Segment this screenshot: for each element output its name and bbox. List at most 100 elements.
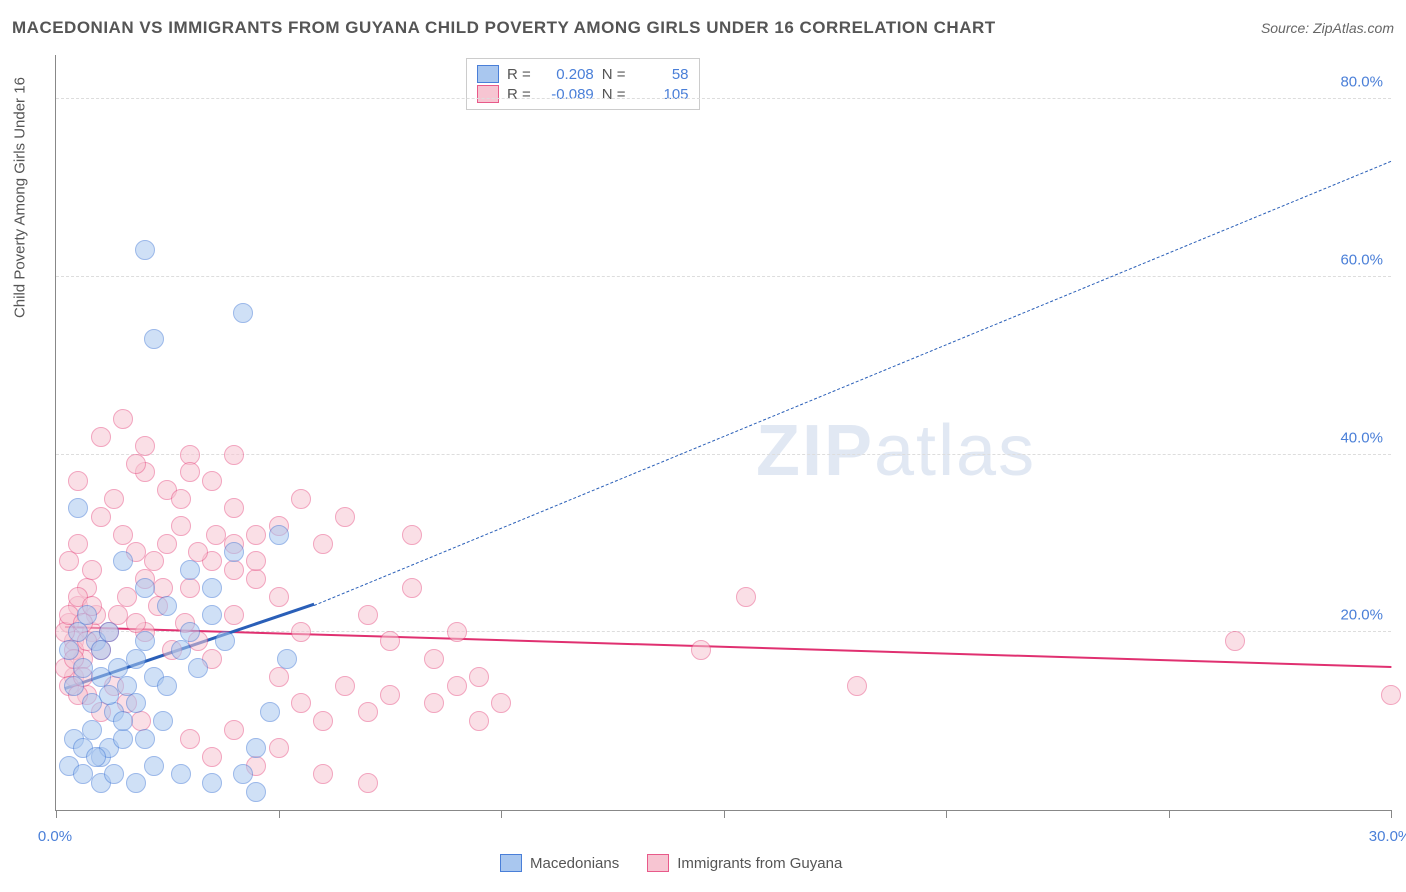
data-point: [335, 507, 355, 527]
data-point: [847, 676, 867, 696]
data-point: [206, 525, 226, 545]
r-label: R =: [507, 66, 531, 83]
data-point: [113, 525, 133, 545]
swatch-blue-2: [500, 854, 522, 872]
data-point: [171, 764, 191, 784]
stats-row-pink: R = -0.089 N = 105: [477, 85, 689, 103]
x-tick-label: 30.0%: [1369, 828, 1406, 845]
stats-row-blue: R = 0.208 N = 58: [477, 65, 689, 83]
data-point: [313, 711, 333, 731]
data-point: [691, 640, 711, 660]
data-point: [59, 640, 79, 660]
n-label-2: N =: [602, 86, 626, 103]
data-point: [291, 622, 311, 642]
data-point: [153, 578, 173, 598]
data-point: [491, 693, 511, 713]
data-point: [157, 534, 177, 554]
trend-line: [314, 161, 1391, 606]
data-point: [246, 782, 266, 802]
data-point: [144, 551, 164, 571]
data-point: [424, 649, 444, 669]
data-point: [144, 329, 164, 349]
data-point: [358, 773, 378, 793]
data-point: [104, 489, 124, 509]
legend-item-blue: Macedonians: [500, 854, 619, 872]
grid-line: [56, 98, 1391, 99]
plot-area: ZIPatlas R = 0.208 N = 58 R = -0.089 N =…: [55, 55, 1391, 811]
data-point: [269, 587, 289, 607]
data-point: [86, 747, 106, 767]
bottom-legend: Macedonians Immigrants from Guyana: [500, 854, 842, 872]
data-point: [291, 489, 311, 509]
data-point: [469, 711, 489, 731]
data-point: [91, 427, 111, 447]
watermark: ZIPatlas: [756, 410, 1036, 492]
y-axis-title: Child Poverty Among Girls Under 16: [12, 77, 29, 318]
data-point: [82, 560, 102, 580]
x-tick: [1391, 810, 1392, 818]
data-point: [736, 587, 756, 607]
x-tick-label: 0.0%: [38, 828, 72, 845]
data-point: [224, 498, 244, 518]
chart-title: MACEDONIAN VS IMMIGRANTS FROM GUYANA CHI…: [12, 18, 996, 38]
data-point: [246, 569, 266, 589]
data-point: [171, 489, 191, 509]
data-point: [380, 631, 400, 651]
data-point: [68, 471, 88, 491]
r-label-2: R =: [507, 86, 531, 103]
data-point: [113, 711, 133, 731]
n-label: N =: [602, 66, 626, 83]
y-tick-label: 60.0%: [1340, 252, 1383, 269]
data-point: [202, 471, 222, 491]
stats-legend: R = 0.208 N = 58 R = -0.089 N = 105: [466, 58, 700, 110]
data-point: [99, 685, 119, 705]
data-point: [224, 542, 244, 562]
data-point: [224, 605, 244, 625]
data-point: [260, 702, 280, 722]
legend-item-pink: Immigrants from Guyana: [647, 854, 842, 872]
data-point: [313, 534, 333, 554]
data-point: [171, 640, 191, 660]
data-point: [469, 667, 489, 687]
data-point: [1381, 685, 1401, 705]
data-point: [153, 711, 173, 731]
data-point: [233, 303, 253, 323]
swatch-pink: [477, 85, 499, 103]
legend-label-blue: Macedonians: [530, 855, 619, 872]
data-point: [135, 631, 155, 651]
data-point: [180, 729, 200, 749]
watermark-bold: ZIP: [756, 411, 874, 491]
y-tick-label: 20.0%: [1340, 607, 1383, 624]
data-point: [447, 676, 467, 696]
data-point: [180, 560, 200, 580]
data-point: [246, 551, 266, 571]
data-point: [291, 693, 311, 713]
data-point: [215, 631, 235, 651]
data-point: [135, 578, 155, 598]
watermark-light: atlas: [874, 411, 1036, 491]
data-point: [269, 738, 289, 758]
data-point: [402, 525, 422, 545]
data-point: [171, 516, 191, 536]
data-point: [224, 720, 244, 740]
x-tick: [724, 810, 725, 818]
data-point: [113, 729, 133, 749]
chart-container: MACEDONIAN VS IMMIGRANTS FROM GUYANA CHI…: [0, 0, 1406, 892]
source-label: Source: ZipAtlas.com: [1261, 20, 1394, 36]
data-point: [202, 605, 222, 625]
data-point: [135, 729, 155, 749]
data-point: [180, 578, 200, 598]
data-point: [269, 525, 289, 545]
data-point: [224, 445, 244, 465]
swatch-blue: [477, 65, 499, 83]
grid-line: [56, 454, 1391, 455]
data-point: [126, 693, 146, 713]
data-point: [126, 649, 146, 669]
data-point: [180, 622, 200, 642]
data-point: [402, 578, 422, 598]
x-tick: [501, 810, 502, 818]
data-point: [202, 578, 222, 598]
data-point: [113, 409, 133, 429]
data-point: [144, 756, 164, 776]
legend-label-pink: Immigrants from Guyana: [677, 855, 842, 872]
